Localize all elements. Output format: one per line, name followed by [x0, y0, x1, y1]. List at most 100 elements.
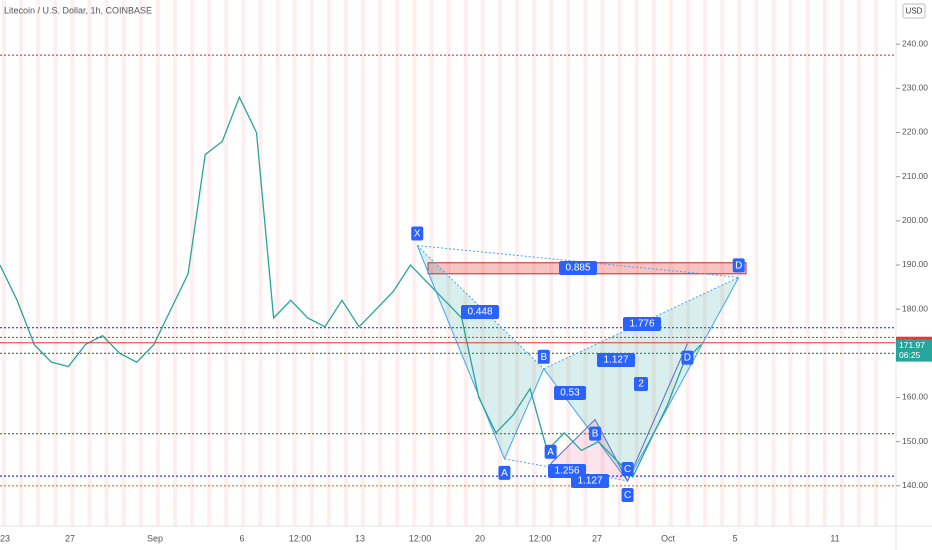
ratio-label: 0.885	[565, 263, 590, 274]
ratio-label: 1.127	[577, 476, 602, 487]
stripe	[378, 0, 383, 526]
stripe	[138, 0, 143, 526]
point-label: X	[414, 229, 421, 240]
point-label-box	[498, 465, 511, 480]
currency-box[interactable]	[902, 3, 926, 19]
stripe	[241, 0, 246, 526]
ratio-label: 1.776	[629, 319, 654, 330]
point-label-box	[589, 426, 602, 441]
y-tick-label: 220.00	[902, 127, 928, 137]
stripe	[326, 0, 331, 526]
ratio-box	[461, 305, 499, 319]
chart-title: Litecoin / U.S. Dollar, 1h, COINBASE	[4, 5, 152, 15]
x-tick-label: 27	[65, 533, 75, 543]
x-tick-label: 23	[0, 533, 10, 543]
stripe	[412, 0, 417, 526]
ratio-box	[597, 353, 635, 367]
currency[interactable]: USD	[906, 7, 923, 16]
stripe	[224, 0, 229, 526]
stripe	[190, 0, 195, 526]
x-tick-label: 12:00	[289, 533, 312, 543]
y-tick-label: 150.00	[902, 436, 928, 446]
stripe	[822, 0, 827, 526]
x-tick-label: 6	[239, 533, 244, 543]
stripe	[87, 0, 92, 526]
point-label-box	[537, 349, 550, 364]
pattern-fill	[417, 245, 544, 459]
point-label: B	[540, 352, 547, 363]
point-label-box	[681, 350, 694, 365]
x-tick-label: 12:00	[529, 533, 552, 543]
stripe	[395, 0, 400, 526]
y-tick-label: 180.00	[902, 303, 928, 313]
x-tick-label: Oct	[661, 533, 676, 543]
stripe	[771, 0, 776, 526]
stripe	[173, 0, 177, 526]
point-label: B	[592, 429, 599, 440]
stripe	[874, 0, 879, 526]
x-tick-label: 27	[592, 533, 602, 543]
stripe	[309, 0, 314, 526]
countdown: 06:25	[899, 350, 921, 360]
y-tick-label: 200.00	[902, 215, 928, 225]
ratio-label: 0.448	[467, 307, 492, 318]
stripe	[857, 0, 861, 526]
y-tick-label: 160.00	[902, 392, 928, 402]
current-price: 171.97	[899, 340, 925, 350]
y-tick-label: 140.00	[902, 480, 928, 490]
price-line	[0, 95, 702, 479]
point-label-box	[411, 226, 424, 241]
y-tick-label: 240.00	[902, 38, 928, 48]
point-label: A	[547, 447, 554, 458]
ratio-box	[571, 474, 609, 488]
stripe	[275, 0, 280, 526]
stripe	[2, 0, 6, 526]
point-label-box	[621, 487, 634, 502]
stripe	[292, 0, 297, 526]
stripe	[805, 0, 810, 526]
point-label: A	[501, 468, 508, 479]
stripe	[361, 0, 366, 526]
ratio-box	[554, 386, 586, 400]
x-tick-label: 12:00	[409, 533, 432, 543]
ratio-label: 2	[638, 379, 644, 390]
stripe	[155, 0, 160, 526]
stripe	[104, 0, 109, 526]
stripe	[258, 0, 263, 526]
x-tick-label: 11	[830, 533, 839, 543]
stripe	[70, 0, 75, 526]
stripe	[53, 0, 58, 526]
stripe	[207, 0, 212, 526]
x-tick-label: 13	[355, 533, 365, 543]
point-label-box	[544, 444, 557, 459]
ratio-label: 1.256	[554, 466, 579, 477]
stripe	[19, 0, 24, 526]
stripe	[121, 0, 126, 526]
y-tick-label: 230.00	[902, 83, 928, 93]
point-label: C	[624, 464, 631, 475]
point-label-box	[621, 461, 634, 476]
stripe	[839, 0, 844, 526]
stripe	[754, 0, 759, 526]
ratio-box	[634, 377, 648, 391]
stripe	[344, 0, 348, 526]
x-tick-label: 20	[475, 533, 485, 543]
y-tick-label: 210.00	[902, 171, 928, 181]
point-label: C	[624, 490, 631, 501]
point-label-box	[732, 258, 745, 273]
point-label: D	[735, 260, 742, 271]
ratio-box	[623, 317, 661, 331]
ratio-label: 1.127	[603, 355, 628, 366]
plot: XABCDABCD0.8850.4481.7761.1270.531.2561.…	[0, 54, 896, 502]
current-price-box	[896, 339, 932, 362]
ratio-label: 0.53	[560, 388, 580, 399]
point-label: D	[684, 353, 691, 364]
stripe	[788, 0, 793, 526]
stripe	[36, 0, 41, 526]
y-tick-label: 190.00	[902, 259, 928, 269]
x-tick-label: Sep	[147, 533, 163, 543]
ratio-box	[559, 261, 597, 275]
x-tick-label: 5	[732, 533, 737, 543]
